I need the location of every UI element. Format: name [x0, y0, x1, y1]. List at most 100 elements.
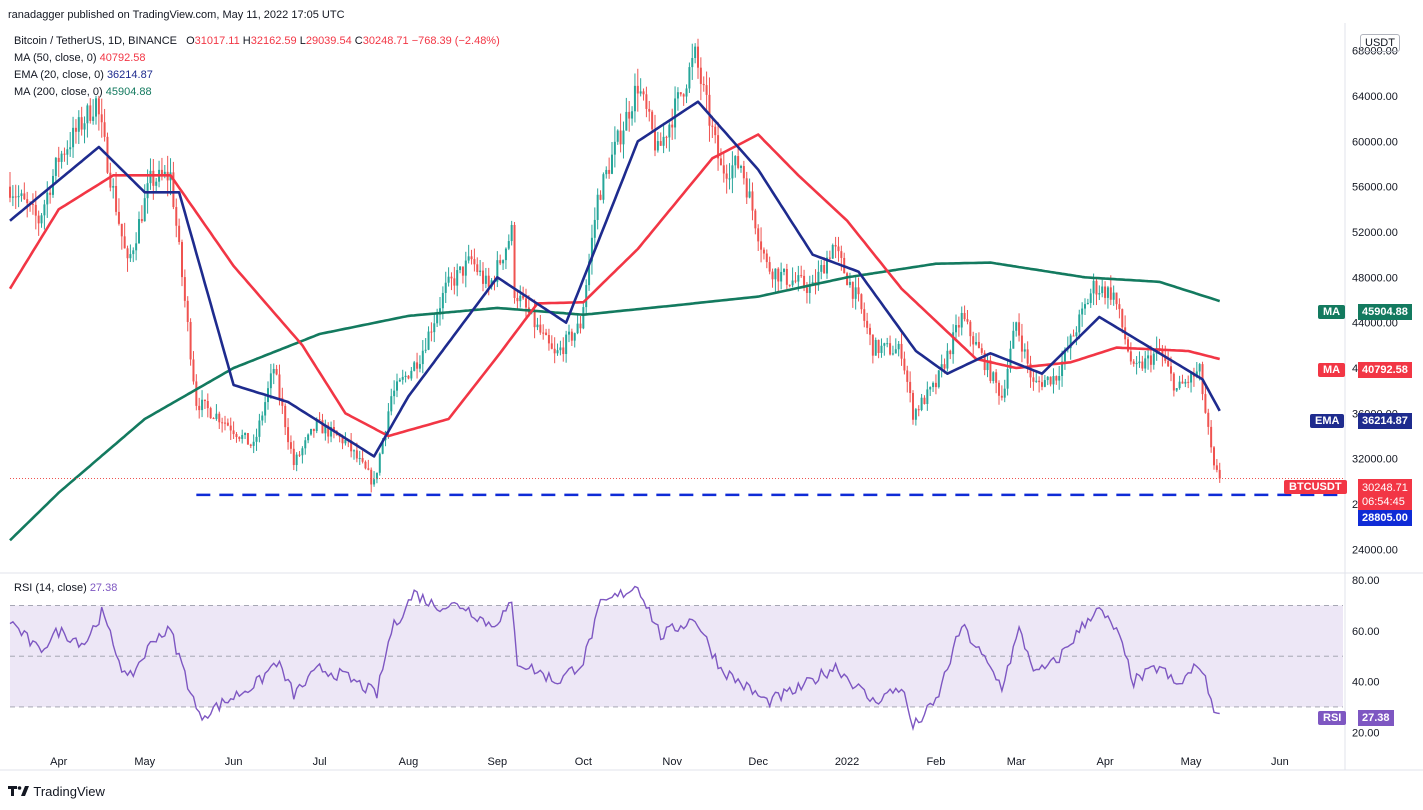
- candle-body: [803, 275, 806, 288]
- candle-body: [1043, 380, 1046, 387]
- candle-body: [1109, 287, 1112, 300]
- tradingview-footer[interactable]: TradingView: [8, 784, 105, 799]
- candle-body: [823, 265, 826, 274]
- ema20-legend[interactable]: EMA (20, close, 0) 36214.87: [14, 69, 153, 81]
- candle-body: [120, 223, 123, 237]
- candle-body: [556, 350, 559, 354]
- rsi-value: 27.38: [89, 582, 118, 594]
- candle-body: [946, 350, 949, 369]
- candle-body: [1213, 447, 1215, 466]
- candle-body: [717, 135, 720, 159]
- candle-body: [252, 441, 255, 446]
- candle-body: [671, 124, 674, 128]
- candle-body: [1198, 364, 1201, 372]
- candle-body: [1190, 373, 1193, 383]
- candle-body: [1058, 376, 1061, 381]
- candle-body: [66, 149, 69, 155]
- candle-body: [453, 278, 456, 286]
- candle-body: [278, 374, 281, 398]
- candle-body: [719, 158, 722, 166]
- candle-body: [599, 194, 602, 200]
- candle-body: [900, 343, 903, 359]
- candle-body: [186, 300, 189, 322]
- candle-body: [674, 98, 677, 128]
- candles: [9, 38, 1221, 493]
- ma50-legend[interactable]: MA (50, close, 0) 40792.58: [14, 52, 146, 64]
- candle-body: [751, 191, 754, 211]
- candle-body: [728, 178, 731, 180]
- candle-body: [1175, 388, 1178, 391]
- candle-body: [212, 418, 215, 420]
- candle-body: [573, 333, 576, 341]
- candle-body: [146, 183, 149, 199]
- candle-body: [1112, 292, 1115, 300]
- ma200-label: MA (200, close, 0): [14, 86, 103, 98]
- candle-body: [9, 186, 11, 198]
- candle-body: [103, 122, 106, 137]
- candle-body: [430, 331, 433, 333]
- candle-body: [525, 298, 527, 308]
- candle-body: [295, 454, 298, 466]
- candle-body: [1121, 309, 1124, 328]
- candle-body: [1141, 361, 1144, 369]
- candle-body: [427, 331, 430, 350]
- candle-body: [1149, 355, 1152, 365]
- candle-body: [871, 334, 874, 356]
- candle-body: [109, 172, 112, 188]
- candle-body: [112, 185, 115, 188]
- ma200-legend[interactable]: MA (200, close, 0) 45904.88: [14, 86, 152, 98]
- candle-body: [341, 436, 344, 444]
- candle-body: [1210, 426, 1213, 448]
- candle-body: [805, 287, 808, 293]
- currency-selector[interactable]: USDT: [1360, 34, 1400, 52]
- candle-body: [886, 343, 889, 345]
- candle-body: [891, 353, 894, 355]
- candle-body: [912, 392, 914, 420]
- candle-body: [851, 281, 854, 299]
- candle-body: [287, 427, 290, 443]
- candle-body: [516, 297, 519, 302]
- candle-body: [619, 130, 622, 145]
- rsi-legend[interactable]: RSI (14, close) 27.38: [14, 582, 117, 594]
- candle-body: [688, 67, 691, 89]
- candle-body: [685, 88, 688, 97]
- candle-body: [788, 284, 791, 286]
- time-tick-label: Apr: [50, 756, 67, 768]
- price-tick-label: 48000.00: [1352, 272, 1398, 284]
- price-tick-label: 44000.00: [1352, 318, 1398, 330]
- candle-body: [301, 448, 304, 456]
- candle-body: [232, 430, 235, 435]
- candle-body: [40, 215, 43, 224]
- candle-body: [1147, 355, 1150, 359]
- candle-body: [439, 308, 441, 315]
- candle-body: [298, 454, 301, 456]
- candle-body: [679, 92, 682, 95]
- candle-body: [315, 419, 318, 432]
- ma200-line: [9, 261, 1221, 542]
- candle-body: [1127, 339, 1129, 352]
- candle-body: [745, 178, 748, 198]
- candle-body: [235, 434, 238, 438]
- candle-body: [63, 153, 66, 155]
- rsi-label: RSI (14, close): [14, 582, 87, 594]
- candle-body: [1135, 363, 1138, 365]
- candle-body: [654, 129, 656, 151]
- price-tick-label: 52000.00: [1352, 227, 1398, 239]
- candle-body: [327, 425, 330, 437]
- candle-body: [413, 362, 416, 371]
- candle-body: [34, 204, 37, 216]
- ma200-badge-tag: MA: [1318, 305, 1346, 319]
- candle-body: [1144, 358, 1147, 369]
- candle-body: [332, 426, 335, 432]
- candle-body: [596, 194, 599, 220]
- candle-body: [330, 426, 333, 437]
- candle-body: [143, 198, 146, 222]
- published-caption: ranadagger published on TradingView.com,…: [8, 9, 345, 21]
- candle-body: [977, 341, 980, 349]
- candle-body: [590, 237, 593, 262]
- candle-body: [126, 248, 129, 259]
- candle-body: [1181, 381, 1184, 384]
- candle-body: [949, 350, 952, 355]
- candle-body: [1035, 380, 1038, 382]
